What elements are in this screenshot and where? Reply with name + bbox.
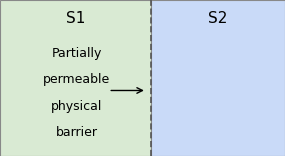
Text: barrier: barrier bbox=[56, 126, 98, 139]
Text: permeable: permeable bbox=[43, 73, 111, 86]
Text: Partially: Partially bbox=[52, 46, 102, 60]
Text: S2: S2 bbox=[208, 11, 228, 26]
FancyBboxPatch shape bbox=[0, 0, 151, 156]
Text: physical: physical bbox=[51, 100, 103, 113]
FancyBboxPatch shape bbox=[151, 0, 285, 156]
Text: S1: S1 bbox=[66, 11, 85, 26]
